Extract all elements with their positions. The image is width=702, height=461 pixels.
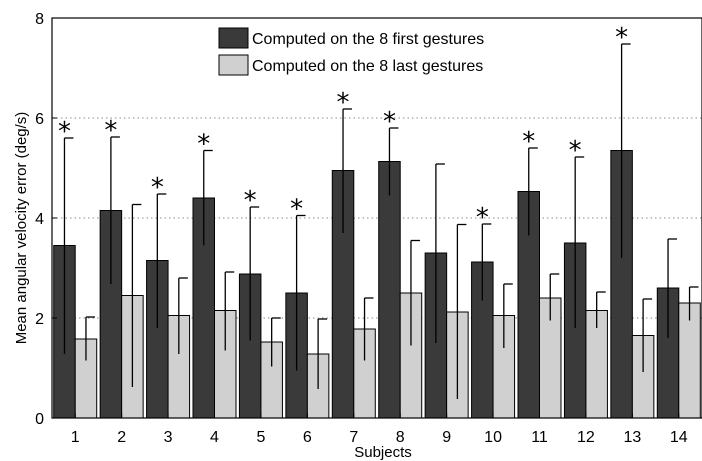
significance-star: * [290,195,303,225]
x-tick-label: 4 [210,429,219,446]
significance-star: * [337,88,350,118]
y-tick-label: 4 [35,211,44,228]
significance-star: * [476,203,489,233]
significance-markers: * * * * * * * * * * * * [58,23,628,233]
x-axis-label: Subjects [354,444,412,461]
x-tick-label: 3 [164,429,173,446]
y-tick-label: 8 [35,11,44,28]
x-tick-label: 14 [670,429,688,446]
significance-star: * [197,130,210,160]
significance-star: * [104,116,117,146]
x-tick-label: 10 [484,429,502,446]
x-tick-label: 13 [623,429,641,446]
legend-swatch-last [218,54,249,76]
bar-first [378,161,401,419]
x-tick-label: 8 [396,429,405,446]
y-axis-label: Mean angular velocity error (deg/s) [13,112,30,345]
x-tick-label: 2 [117,429,126,446]
legend-label-first: Computed on the 8 first gestures [252,31,484,48]
legend-swatch-first [218,27,249,49]
y-tick-label: 0 [35,411,44,428]
legend: Computed on the 8 first gestures Compute… [218,27,484,76]
significance-star: * [615,23,628,53]
significance-star: * [522,127,535,157]
significance-star: * [569,136,582,166]
error-bars [63,43,699,399]
legend-label-last: Computed on the 8 last gestures [252,58,483,75]
significance-star: * [151,173,164,203]
significance-star: * [244,186,257,216]
significance-star: * [58,117,71,147]
x-tick-label: 9 [442,429,451,446]
x-tick-label: 6 [303,429,312,446]
x-tick-label: 5 [256,429,265,446]
significance-star: * [383,107,396,137]
x-tick-label: 7 [349,429,358,446]
x-tick-label: 11 [531,429,548,446]
x-tick-label: 1 [71,429,80,446]
y-tick-label: 6 [35,111,44,128]
x-tick-label: 12 [577,429,595,446]
y-tick-label: 2 [35,311,44,328]
